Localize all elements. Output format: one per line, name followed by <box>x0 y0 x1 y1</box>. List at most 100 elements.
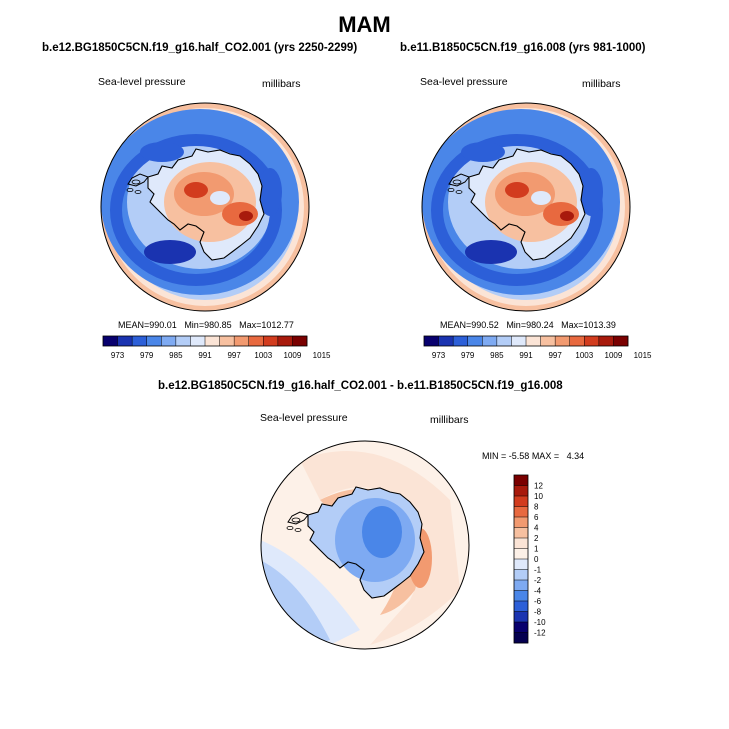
colorbar-tick-label: -2 <box>534 576 542 585</box>
colorbar-tick-label: 2 <box>534 534 539 543</box>
colorbar-swatch <box>453 336 469 346</box>
colorbar-swatch <box>514 538 528 549</box>
colorbar-tick-label: 973 <box>432 351 446 360</box>
colorbar-tick-label: 973 <box>111 351 125 360</box>
colorbar-swatch <box>103 336 118 346</box>
colorbar-swatch <box>514 622 528 633</box>
panel2-units-label: millibars <box>582 78 621 90</box>
coastline <box>468 148 586 261</box>
panel2-max-label: Max= <box>561 320 584 330</box>
panel1-left-label: Sea-level pressure <box>98 76 186 88</box>
colorbar-swatch <box>263 336 279 346</box>
island-coast <box>447 188 455 193</box>
high-pressure-max <box>239 211 253 221</box>
colorbar-swatch <box>514 559 528 570</box>
colorbar-swatch <box>514 611 528 623</box>
colorbar-swatch <box>584 336 600 346</box>
panel3-max: 4.34 <box>566 451 585 461</box>
map-border <box>260 440 470 650</box>
colorbar-swatch <box>555 336 571 346</box>
colorbar-swatch <box>496 336 512 346</box>
colorbar-swatch <box>424 336 439 346</box>
coastline <box>147 148 265 261</box>
colorbar-tick-label: 985 <box>490 351 504 360</box>
colorbar-tick-label: 997 <box>227 351 241 360</box>
island-coast <box>286 526 294 531</box>
colorbar-tick-label: 10 <box>534 492 543 501</box>
colorbar-tick-label: 12 <box>534 482 543 491</box>
colorbar-swatch <box>161 336 177 346</box>
colorbar-tick-label: 8 <box>534 503 539 512</box>
colorbar-swatch <box>514 548 528 560</box>
panel1-min-label: Min= <box>184 320 205 330</box>
panel2-mean: 990.52 <box>471 320 499 330</box>
colorbar-tick-label: 4 <box>534 524 539 533</box>
colorbar-tick-label: -1 <box>534 566 542 575</box>
colorbar-swatch <box>219 336 235 346</box>
colorbar-tick-label: 991 <box>519 351 533 360</box>
colorbar-swatch <box>438 336 454 346</box>
colorbar-swatch <box>540 336 556 346</box>
high-pressure-max <box>560 211 574 221</box>
slp-field <box>101 103 309 311</box>
island-coast <box>452 179 462 185</box>
colorbar-swatch <box>514 506 528 518</box>
panel2-map <box>421 102 631 312</box>
colorbar-tick-label: -8 <box>534 608 542 617</box>
panel2-max: 1013.39 <box>583 320 616 330</box>
colorbar-tick-label: -12 <box>534 629 546 638</box>
colorbar-swatch <box>514 496 528 507</box>
high-pressure-peak <box>505 182 529 198</box>
peninsula-coast <box>127 173 149 187</box>
colorbar-swatch <box>132 336 148 346</box>
colorbar-swatch <box>175 336 191 346</box>
island-coast <box>134 190 142 194</box>
colorbar-swatch <box>514 485 528 497</box>
island-coast <box>126 188 134 193</box>
panel1-min: 980.85 <box>204 320 232 330</box>
panel1-mean-label: MEAN= <box>118 320 150 330</box>
colorbar-tick-label: 1 <box>534 545 539 554</box>
colorbar-swatch <box>514 475 528 486</box>
negative-interior-core <box>362 506 402 558</box>
deep-low-3 <box>140 142 184 162</box>
deep-low-3 <box>461 142 505 162</box>
colorbar-swatch <box>146 336 162 346</box>
colorbar-tick-label: 991 <box>198 351 212 360</box>
island-coast <box>294 528 302 532</box>
coastline <box>307 486 425 599</box>
colorbar-tick-label: 1003 <box>575 351 593 360</box>
colorbar-swatch <box>514 527 528 539</box>
island-coast <box>291 517 301 523</box>
panel2-min-label: Min= <box>506 320 527 330</box>
colorbar-swatch <box>248 336 264 346</box>
colorbar-swatch <box>613 336 629 346</box>
panel3-map <box>260 440 470 650</box>
island-coast <box>455 190 463 194</box>
colorbar-swatch <box>514 590 528 602</box>
high-pressure-peak <box>184 182 208 198</box>
colorbar-swatch <box>292 336 308 346</box>
panel1-units-label: millibars <box>262 78 301 90</box>
panel3-min: -5.58 <box>508 451 530 461</box>
deep-low-1 <box>465 240 517 264</box>
colorbar-tick-label: 979 <box>140 351 154 360</box>
colorbar-swatch <box>514 580 528 591</box>
colorbar-tick-label: -6 <box>534 597 542 606</box>
colorbar-swatch <box>234 336 250 346</box>
map-border <box>421 102 631 312</box>
colorbar-swatch <box>467 336 483 346</box>
panel1-colorbar: 973 979 985 991 997 1003 1009 1015 <box>102 335 331 360</box>
panel3-left-label: Sea-level pressure <box>260 412 348 424</box>
deep-low-2 <box>258 168 282 216</box>
interior-low <box>531 191 551 205</box>
colorbar-swatch <box>511 336 527 346</box>
colorbar-tick-label: 1015 <box>634 351 652 360</box>
positive-belt <box>300 451 460 645</box>
panel1-max-label: Max= <box>239 320 262 330</box>
panel3-max-label: MAX = <box>531 451 560 461</box>
colorbar-tick-label: 0 <box>534 555 539 564</box>
colorbar-tick-label: 1015 <box>313 351 331 360</box>
colorbar-tick-label: 985 <box>169 351 183 360</box>
